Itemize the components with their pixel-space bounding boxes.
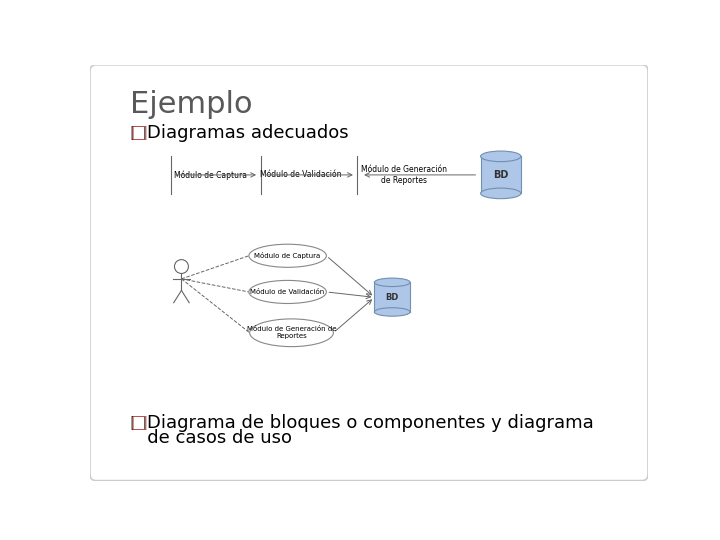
Ellipse shape [481,188,521,199]
Text: BD: BD [493,170,508,180]
Ellipse shape [249,244,326,267]
Text: □Diagramas adecuados: □Diagramas adecuados [130,124,349,141]
Circle shape [174,260,189,273]
Text: Módulo de Validación: Módulo de Validación [260,171,341,179]
Text: de casos de uso: de casos de uso [130,429,292,447]
Text: □: □ [130,414,148,431]
Bar [374,282,410,312]
Text: Ejemplo: Ejemplo [130,90,253,119]
Text: Módulo de Validación: Módulo de Validación [251,289,325,295]
Ellipse shape [250,319,333,347]
Bar [481,157,521,193]
Ellipse shape [481,151,521,161]
Text: Módulo de Captura: Módulo de Captura [174,170,247,180]
Text: Módulo de Generación
de Reportes: Módulo de Generación de Reportes [361,165,447,185]
FancyBboxPatch shape [90,65,648,481]
Text: Módulo de Generación de
Reportes: Módulo de Generación de Reportes [247,326,336,339]
Ellipse shape [249,280,326,303]
Text: BD: BD [386,293,399,302]
Text: □: □ [130,124,148,141]
Ellipse shape [374,278,410,287]
Ellipse shape [374,308,410,316]
Text: Módulo de Captura: Módulo de Captura [254,252,320,259]
Text: □Diagrama de bloques o componentes y diagrama: □Diagrama de bloques o componentes y dia… [130,414,594,431]
